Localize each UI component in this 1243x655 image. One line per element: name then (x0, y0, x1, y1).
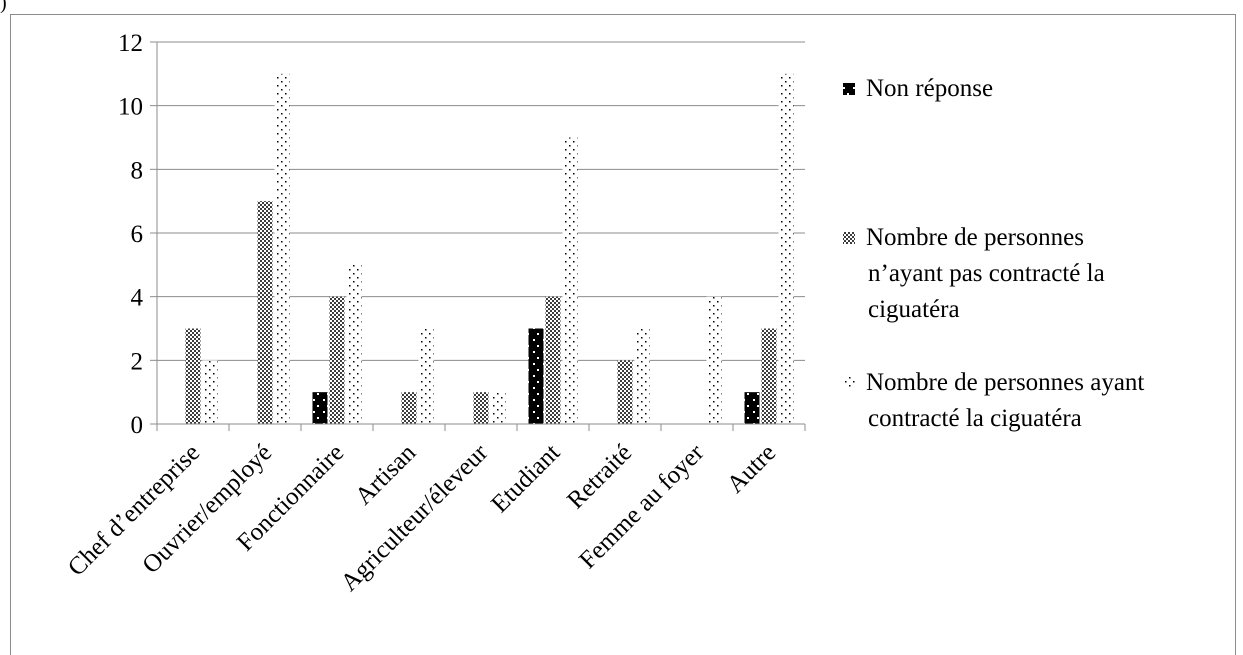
bar-contracte (490, 392, 506, 424)
bar-non-contracte (185, 328, 201, 424)
legend-swatch (843, 232, 855, 244)
y-tick-label: 0 (131, 412, 144, 439)
bar-contracte (634, 328, 650, 424)
x-tick-label: Artisan (350, 439, 421, 510)
bar-contracte (346, 264, 362, 424)
y-tick-label: 12 (118, 30, 143, 57)
bar-non-reponse (528, 328, 544, 424)
bar-contracte (706, 296, 722, 424)
y-tick-label: 10 (118, 94, 143, 121)
legend-label: Nombre de personnes n’ayant pas contracté… (866, 224, 1105, 323)
y-tick-label: 2 (131, 348, 144, 375)
chart-frame (10, 14, 1236, 655)
bar-non-contracte (329, 296, 345, 424)
bars (185, 73, 794, 424)
bar-non-contracte (545, 296, 561, 424)
x-tick-label: Etudiant (486, 439, 565, 518)
bar-non-contracte (401, 392, 417, 424)
y-tick-label: 6 (131, 221, 144, 248)
axes: 0 2 4 6 8 10 12 Chef d’entrepriseOuvrier/employ… (63, 30, 806, 597)
bar-contracte (778, 73, 794, 424)
bar-non-reponse (744, 392, 760, 424)
x-tick-label: Autre (722, 439, 781, 498)
bar-non-contracte (257, 201, 273, 424)
bar-contracte (274, 73, 290, 424)
legend-label: Nombre de personnes ayant contracté la ci… (866, 369, 1144, 432)
bar-non-contracte (761, 328, 777, 424)
bar-contracte (202, 360, 218, 424)
legend: Non réponse Nombre de personnes n’ayant pa… (843, 75, 1144, 432)
x-tick-label: Ouvrier/employé (137, 439, 277, 579)
y-tick-label: 4 (131, 285, 144, 312)
legend-label: Non réponse (866, 75, 993, 102)
bar-contracte (418, 328, 434, 424)
bar-non-contracte (617, 360, 633, 424)
corner-mark: ) (0, 0, 7, 14)
bar-non-contracte (473, 392, 489, 424)
legend-swatch (843, 83, 855, 95)
bar-contracte (562, 137, 578, 424)
legend-swatch (843, 377, 855, 389)
bar-non-reponse (312, 392, 328, 424)
x-tick-label: Femme au foyer (574, 439, 709, 574)
y-tick-label: 8 (131, 157, 144, 184)
x-tick-label: Chef d’entreprise (63, 439, 205, 581)
